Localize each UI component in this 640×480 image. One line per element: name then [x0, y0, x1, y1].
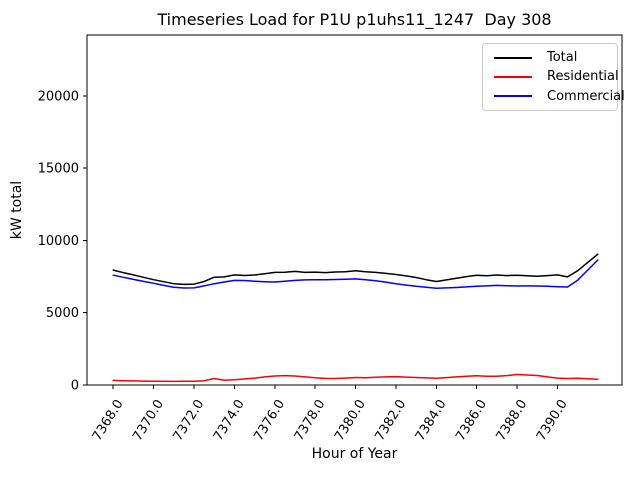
x-tick-label: 7368.0: [90, 397, 127, 444]
legend-item-total: Total: [494, 51, 613, 64]
y-tick-label: 15000: [38, 162, 79, 177]
legend-item-residential: Residential: [494, 70, 619, 83]
total-line-swatch: [494, 56, 532, 59]
x-tick-label: 7388.0: [494, 397, 531, 444]
x-tick-label: 7376.0: [251, 397, 288, 444]
legend-label-commercial: Commercial: [547, 88, 625, 104]
x-axis-label: Hour of Year: [311, 446, 398, 462]
legend-label-residential: Residential: [547, 69, 619, 85]
series-residential-line: [112, 373, 599, 383]
x-tick-label: 7370.0: [130, 397, 167, 444]
x-tick-label: 7382.0: [372, 397, 409, 444]
x-tick-label: 7374.0: [211, 397, 248, 444]
axes-spines: [86, 34, 623, 386]
residential-line-swatch: [494, 75, 532, 78]
series-total-line: [112, 253, 599, 286]
x-tick-label: 7390.0: [534, 397, 571, 444]
y-tick-label: 20000: [38, 89, 79, 104]
y-tick-label: 5000: [46, 306, 79, 321]
x-tick-label: 7372.0: [171, 397, 208, 444]
y-tick-label: 0: [71, 379, 79, 394]
legend: Total Residential Commercial: [482, 43, 625, 111]
series-commercial-line: [112, 259, 599, 289]
x-tick-label: 7378.0: [292, 397, 329, 444]
chart-title: Timeseries Load for P1U p1uhs11_1247 Day…: [157, 10, 552, 29]
legend-label-total: Total: [547, 50, 578, 66]
legend-item-commercial: Commercial: [494, 90, 625, 103]
y-tick-label: 10000: [38, 234, 79, 249]
x-tick-label: 7386.0: [453, 397, 490, 444]
commercial-line-swatch: [494, 95, 532, 98]
x-tick-label: 7380.0: [332, 397, 369, 444]
x-tick-label: 7384.0: [413, 397, 450, 444]
